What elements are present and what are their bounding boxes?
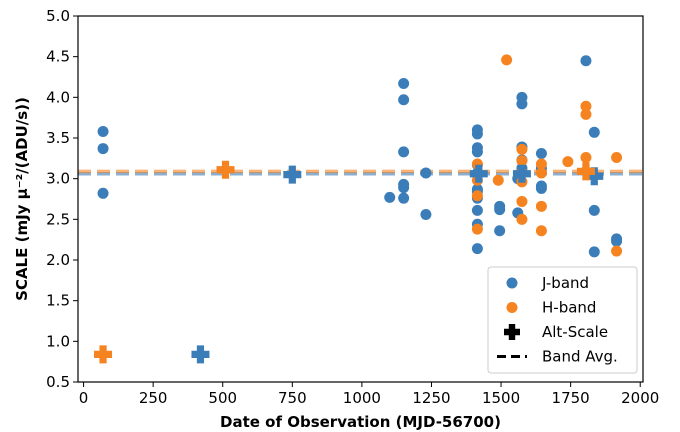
y-tick-label: 3.5: [46, 129, 70, 147]
j-band-alt-scale-marker: [191, 345, 210, 364]
h-band-alt-scale-marker: [576, 162, 595, 181]
y-tick-label: 5.0: [46, 7, 70, 25]
j-band-point: [97, 143, 109, 155]
j-band-point: [588, 246, 600, 258]
legend-marker: [506, 277, 518, 289]
j-band-point: [611, 235, 623, 247]
y-tick-label: 4.0: [46, 88, 70, 106]
j-band-point: [398, 182, 410, 194]
x-tick-label: 500: [208, 389, 237, 407]
h-band-point: [516, 143, 528, 155]
j-band-point: [588, 126, 600, 138]
j-band-alt-scale-marker: [283, 165, 302, 184]
y-axis-title: SCALE (mJy μ⁻²/(ADU/s)): [13, 97, 31, 301]
j-band-point: [494, 225, 506, 237]
plot-frame: [77, 15, 644, 383]
j-band-point: [398, 192, 410, 204]
h-band-point: [580, 152, 592, 164]
x-tick-label: 1500: [482, 389, 520, 407]
j-band-point: [535, 147, 547, 159]
j-band-point: [398, 78, 410, 90]
h-band-point: [535, 200, 547, 212]
j-band-point: [398, 146, 410, 158]
band-average-lines: [78, 169, 643, 176]
j-band-point: [97, 187, 109, 199]
x-tick-label: 0: [79, 389, 89, 407]
x-axis-ticks: 0 250 500 750 1000 1250 1500 1750 2000: [79, 382, 659, 407]
j-band-point: [588, 204, 600, 216]
j-band-point: [471, 146, 483, 158]
h-band-point: [471, 190, 483, 202]
legend-marker: [504, 324, 520, 340]
legend-label: J-band: [541, 274, 589, 292]
y-tick-label: 2.0: [46, 251, 70, 269]
x-tick-label: 250: [139, 389, 168, 407]
h-band-point: [562, 156, 574, 168]
h-band-point: [611, 245, 623, 257]
h-band-point: [492, 174, 504, 186]
j-band-point: [384, 191, 396, 203]
h-band-point: [535, 158, 547, 170]
j-band-point: [494, 204, 506, 216]
data-points: [97, 54, 623, 258]
h-band-point: [580, 108, 592, 120]
h-band-point: [516, 155, 528, 167]
j-band-point: [471, 204, 483, 216]
alt-scale-markers: [94, 160, 604, 364]
h-band-point: [535, 167, 547, 179]
y-tick-label: 0.5: [46, 373, 70, 391]
j-band-alt-scale-marker: [469, 164, 488, 183]
j-band-point: [97, 125, 109, 137]
legend: J-band H-band Alt-Scale Band Avg.: [487, 266, 638, 374]
h-band-alt-scale-marker: [216, 160, 235, 179]
x-tick-label: 1000: [343, 389, 381, 407]
x-tick-label: 2000: [621, 389, 659, 407]
j-band-point: [580, 55, 592, 67]
j-band-alt-scale-marker: [585, 167, 604, 186]
j-band-point: [471, 128, 483, 140]
h-band-point: [535, 225, 547, 237]
j-band-point: [420, 208, 432, 220]
legend-label: Alt-Scale: [542, 323, 608, 341]
y-axis-ticks: 0.5 1.0 1.5 2.0 2.5 3.0 3.5 4.0 4.5 5.0: [46, 7, 78, 391]
j-band-point: [535, 182, 547, 194]
j-band-point: [420, 167, 432, 179]
h-band-point: [611, 152, 623, 164]
legend-label: Band Avg.: [542, 348, 618, 366]
y-tick-label: 2.5: [46, 210, 70, 228]
x-tick-label: 1250: [412, 389, 450, 407]
y-tick-label: 4.5: [46, 48, 70, 66]
h-band-point: [471, 223, 483, 235]
legend-marker: [506, 302, 518, 313]
h-band-point: [516, 213, 528, 225]
y-tick-label: 1.0: [46, 332, 70, 350]
x-axis-title: Date of Observation (MJD-56700): [220, 413, 501, 431]
x-tick-label: 1750: [552, 389, 590, 407]
y-tick-label: 3.0: [46, 170, 70, 188]
y-tick-label: 1.5: [46, 292, 70, 310]
j-band-point: [516, 98, 528, 110]
h-band-point: [580, 100, 592, 112]
legend-label: H-band: [542, 299, 596, 317]
j-band-alt-scale-marker: [512, 164, 531, 183]
x-tick-label: 750: [278, 389, 307, 407]
j-band-point: [471, 243, 483, 255]
h-band-point: [501, 54, 513, 66]
h-band-point: [516, 195, 528, 207]
legend-box: [487, 266, 638, 374]
j-band-point: [398, 94, 410, 106]
h-band-alt-scale-marker: [94, 345, 113, 364]
